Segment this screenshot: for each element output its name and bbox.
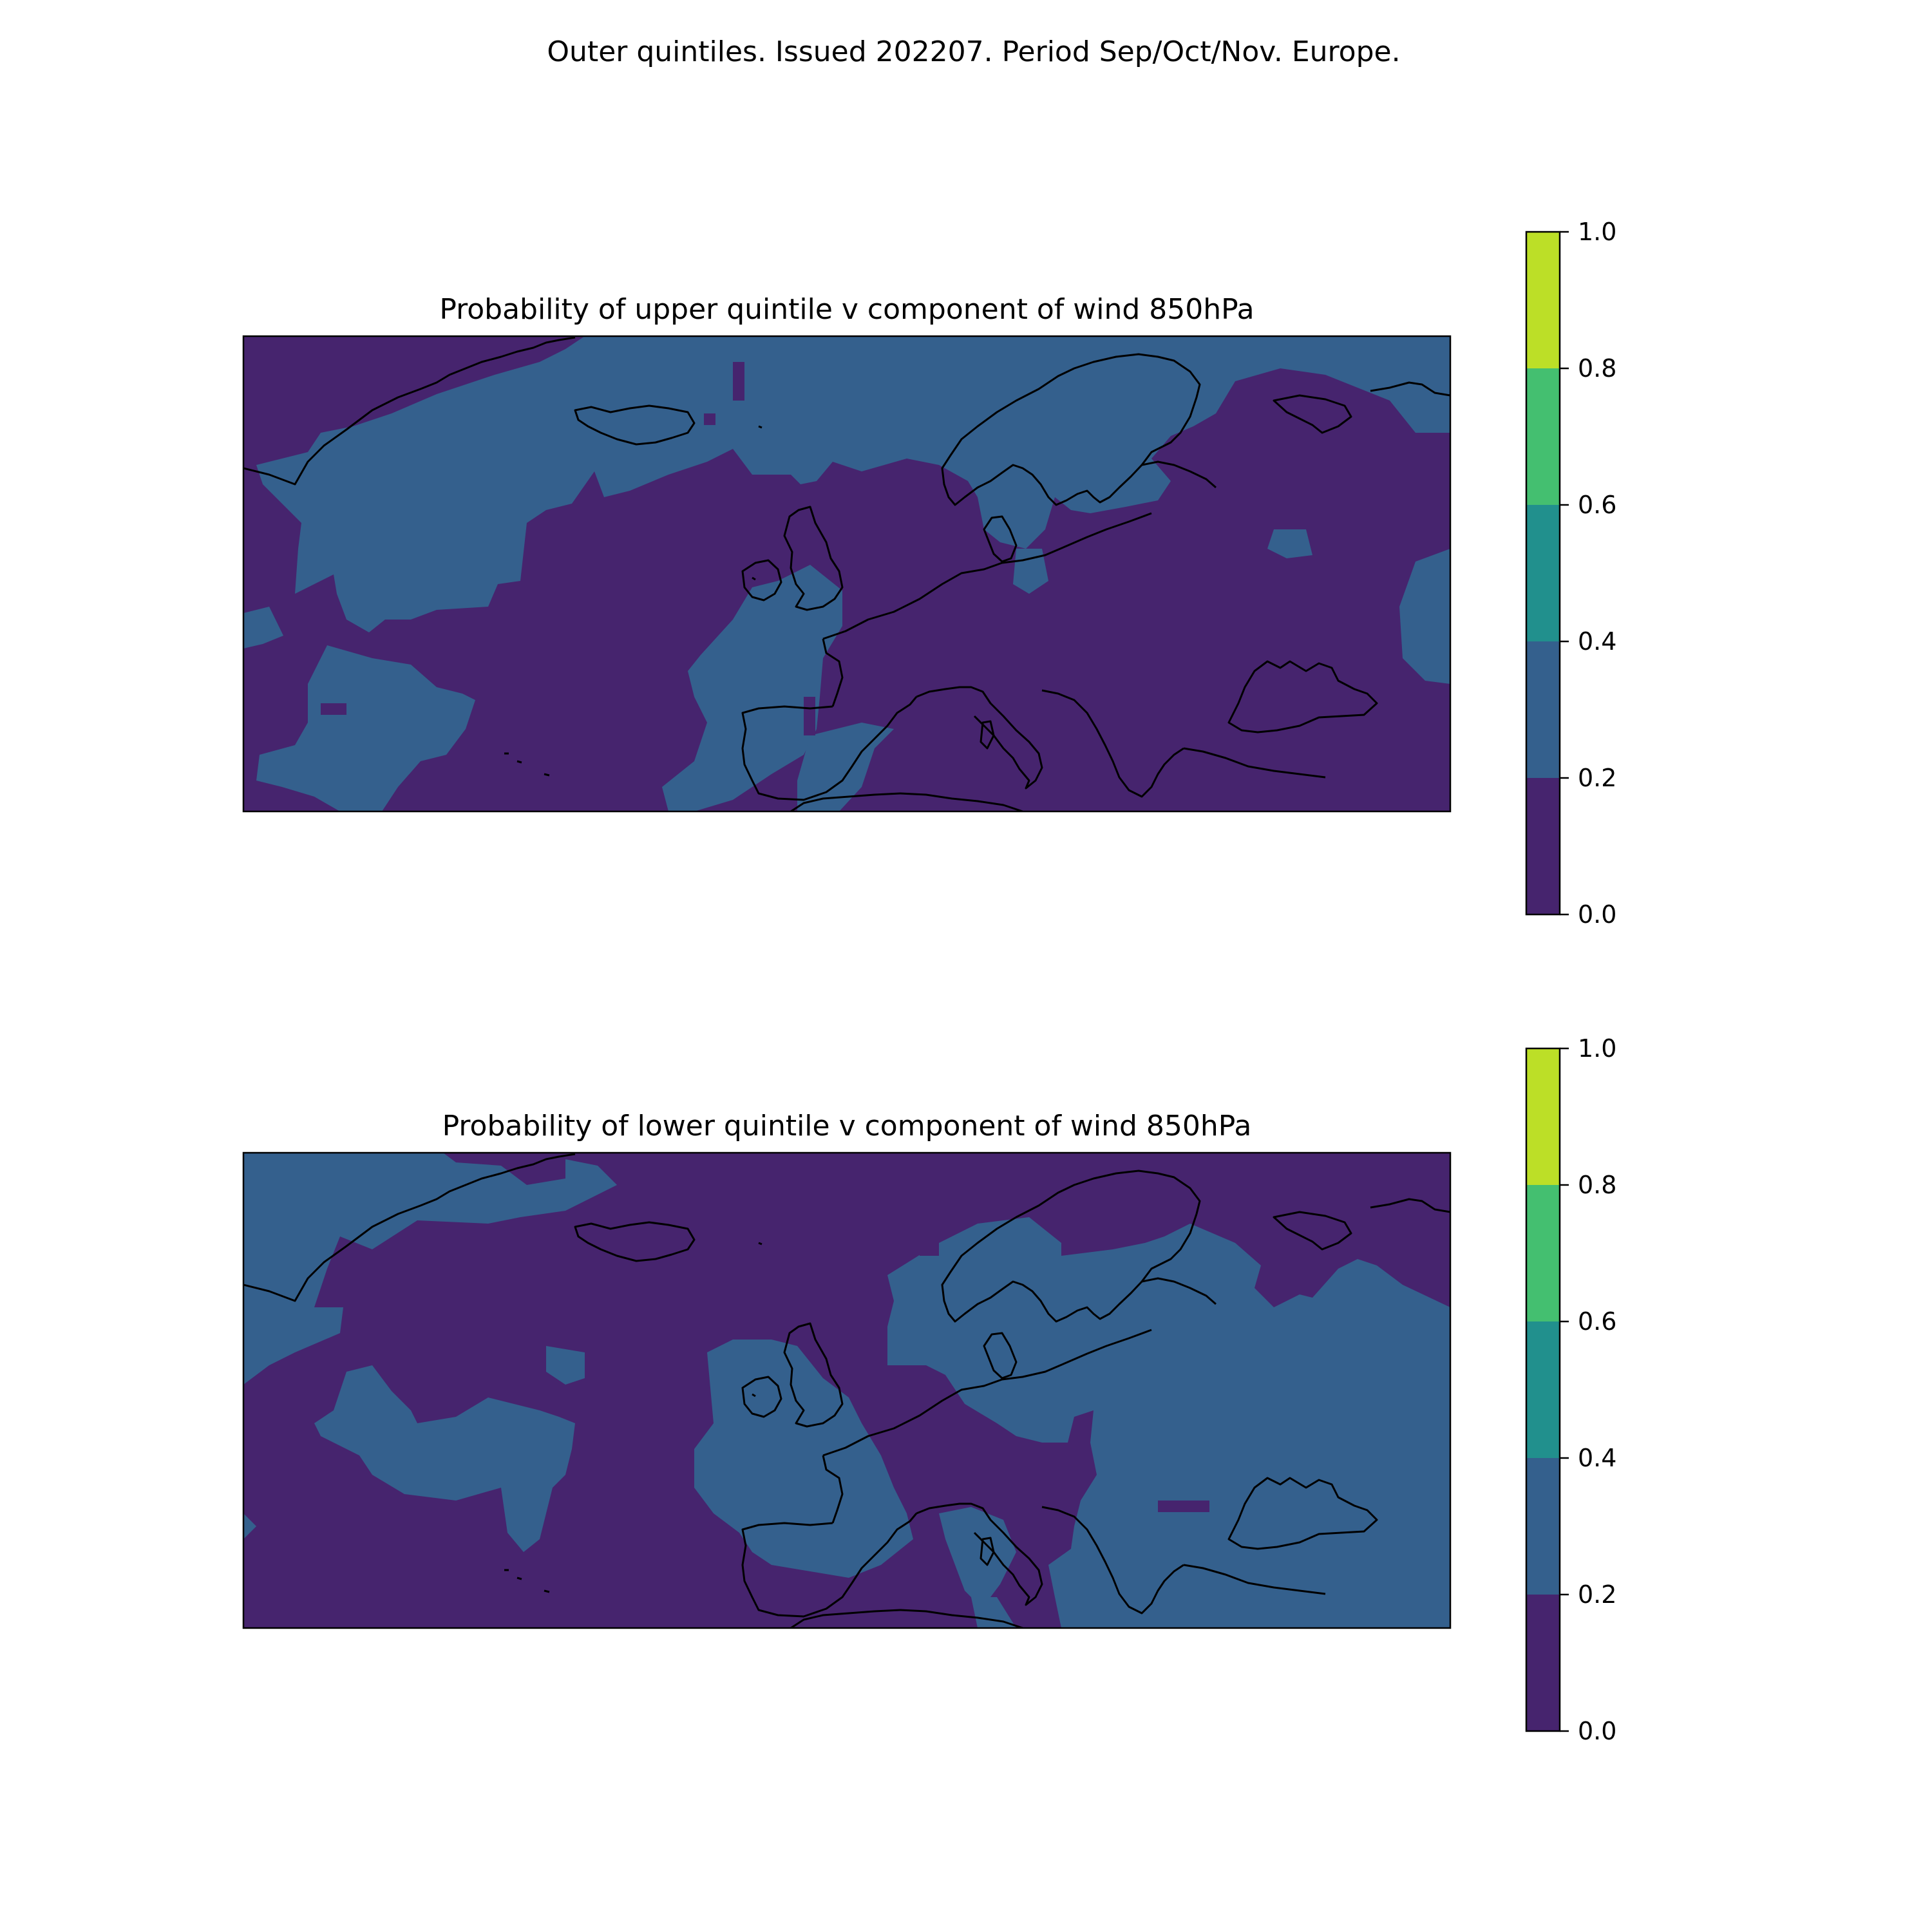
colorbar-bin [1526, 1048, 1560, 1185]
map-frame [242, 335, 1452, 813]
panel-title: Probability of upper quintile v componen… [439, 293, 1254, 326]
colorbar-tick-label: 0.2 [1578, 1580, 1616, 1609]
map-frame [242, 1151, 1452, 1629]
colorbar-tick-label: 0.8 [1578, 354, 1616, 383]
field-region [243, 1513, 256, 1539]
colorbar-upper: 0.0 0.2 0.4 0.6 0.8 1.0 [1525, 218, 1616, 929]
field-region [662, 565, 842, 811]
colorbar-tick-label: 0.0 [1578, 900, 1616, 929]
field-region [887, 1217, 1450, 1628]
colorbar-lower: 0.0 0.2 0.4 0.6 0.8 1.0 [1525, 1034, 1616, 1745]
colorbar-tick-label: 1.0 [1578, 218, 1616, 246]
colorbar-frame [1525, 1047, 1561, 1732]
colorbar-tick-label: 0.6 [1578, 491, 1616, 519]
colorbar-bin [1526, 1321, 1560, 1458]
colorbar-tick-label: 0.4 [1578, 1444, 1616, 1472]
panel-upper: Probability of upper quintile v componen… [242, 293, 1452, 813]
field-region [256, 645, 475, 811]
field-region [939, 1507, 1016, 1604]
field-region [694, 1340, 913, 1578]
panel-lower: Probability of lower quintile v componen… [242, 1110, 1452, 1629]
field-region [1399, 549, 1450, 684]
map-field [243, 336, 1450, 811]
colorbar-frame [1525, 231, 1561, 916]
figure-suptitle: Outer quintiles. Issued 202207. Period S… [547, 35, 1400, 68]
colorbar-bin [1526, 232, 1560, 368]
colorbar-tick-label: 0.4 [1578, 627, 1616, 656]
colorbar-tick-label: 0.0 [1578, 1717, 1616, 1745]
map-field [243, 1153, 1450, 1628]
field-region [546, 1346, 585, 1385]
field-region [1267, 529, 1312, 558]
colorbar-tick-label: 0.2 [1578, 764, 1616, 792]
field-region [243, 1153, 617, 1385]
field-region [256, 336, 1450, 632]
colorbar-tick-label: 0.8 [1578, 1171, 1616, 1199]
colorbar-tick-label: 1.0 [1578, 1034, 1616, 1063]
field-region [314, 1365, 575, 1552]
colorbar-bin [1526, 368, 1560, 505]
colorbar-bin [1526, 1185, 1560, 1321]
colorbar-bin [1526, 641, 1560, 778]
field-region [243, 607, 283, 649]
panel-title: Probability of lower quintile v componen… [442, 1110, 1252, 1142]
colorbar-tick-label: 0.6 [1578, 1307, 1616, 1336]
colorbar-bin [1526, 1458, 1560, 1595]
field-region [971, 1597, 1016, 1628]
colorbar-bin [1526, 1595, 1560, 1731]
colorbar-bin [1526, 505, 1560, 641]
colorbar-bin [1526, 778, 1560, 914]
